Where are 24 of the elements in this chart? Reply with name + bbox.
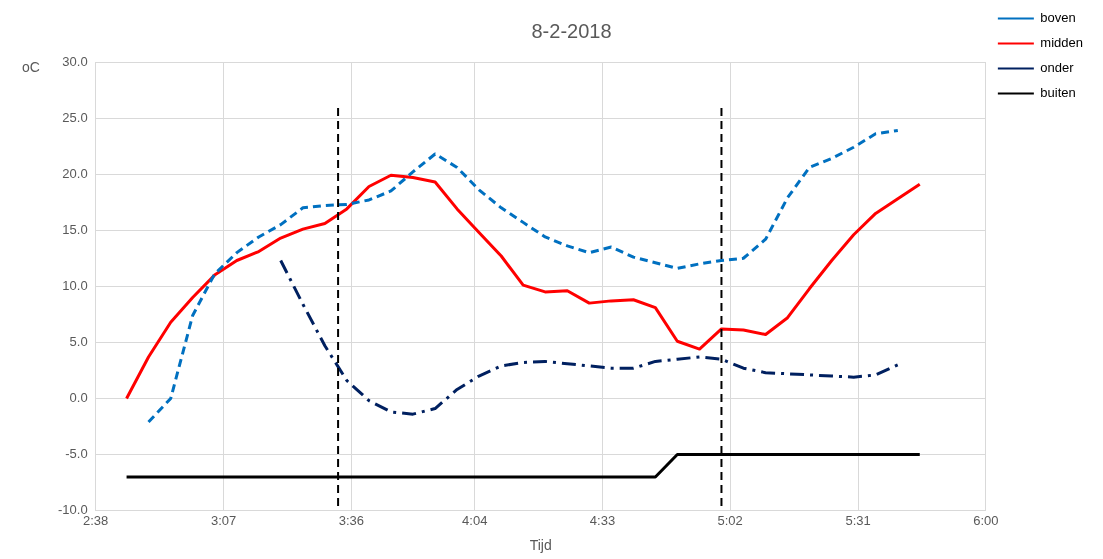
y-tick-label: 25.0 (62, 109, 88, 125)
y-tick-label: 10.0 (62, 277, 88, 293)
y-tick-label: 0.0 (69, 390, 88, 406)
legend-label: midden (1040, 35, 1083, 51)
y-tick-label: 5.0 (69, 333, 88, 349)
x-tick-label: 4:33 (589, 512, 616, 528)
legend-label: buiten (1040, 85, 1076, 101)
chart-title: 8-2-2018 (531, 19, 612, 42)
y-tick-label: 20.0 (62, 165, 88, 181)
legend-label: boven (1040, 10, 1076, 26)
x-tick-label: 3:36 (338, 512, 364, 528)
x-tick-label: 5:02 (717, 512, 743, 528)
y-tick-label: 15.0 (62, 221, 88, 237)
x-tick-label: 3:07 (210, 512, 237, 528)
legend-label: onder (1040, 60, 1075, 76)
x-tick-label: 6:00 (973, 512, 999, 528)
x-tick-label: 5:31 (845, 512, 871, 528)
line-series (147, 128, 900, 424)
x-tick-label: 4:04 (462, 512, 488, 528)
y-tick-label: -5.0 (65, 446, 88, 462)
line-series (279, 259, 900, 416)
y-axis-title: oC (22, 58, 40, 75)
y-tick-label: 30.0 (62, 53, 88, 69)
x-axis-title: Tijd (529, 537, 552, 554)
